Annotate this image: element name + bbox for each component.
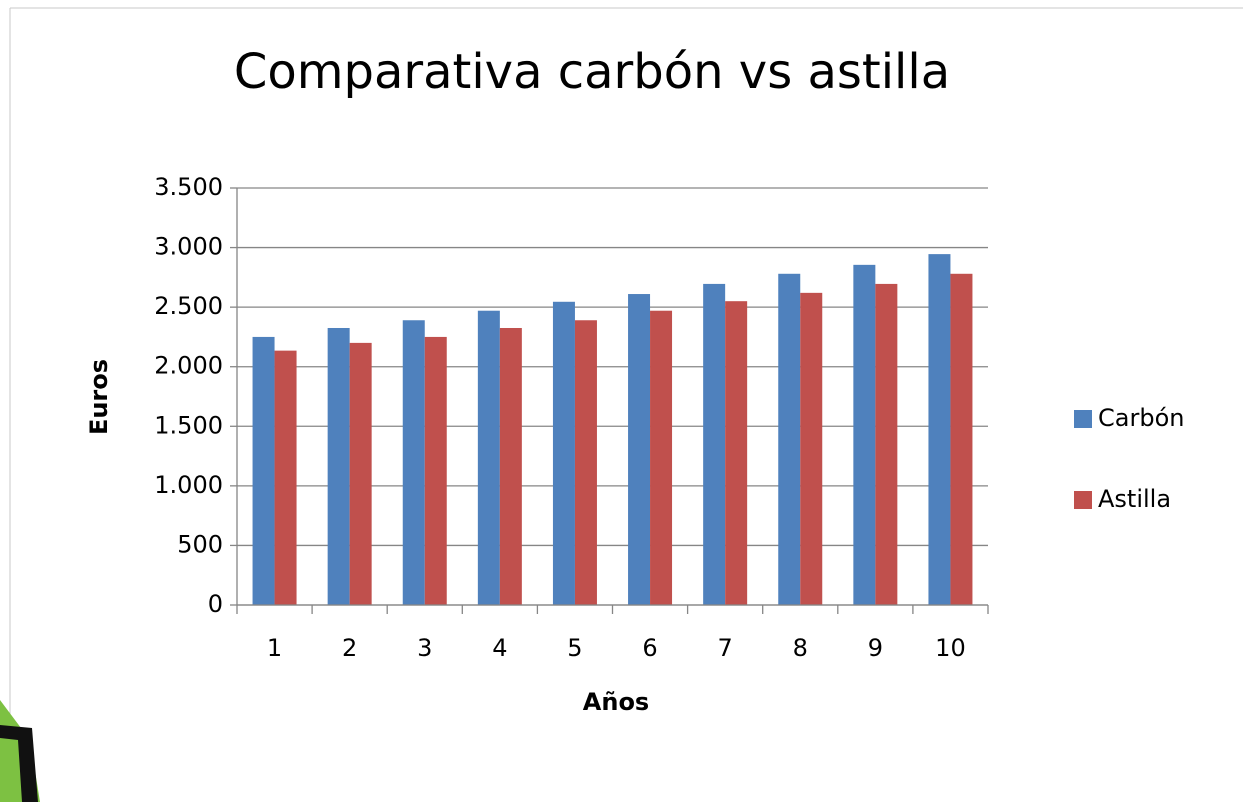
bar <box>853 264 876 605</box>
legend-label: Astilla <box>1098 485 1171 513</box>
x-tick-label: 5 <box>567 634 582 662</box>
y-tick-label: 500 <box>177 530 223 558</box>
bar <box>252 336 275 605</box>
legend-label: Carbón <box>1098 404 1184 432</box>
bar <box>650 310 673 605</box>
y-tick-label: 0 <box>208 590 223 618</box>
x-tick-label: 3 <box>417 634 432 662</box>
bar <box>628 294 651 605</box>
bar <box>875 283 898 605</box>
legend-swatch <box>1074 410 1092 428</box>
bar <box>477 310 500 605</box>
y-tick-label: 1.000 <box>154 471 223 499</box>
bar <box>327 327 350 605</box>
y-axis-label: Euros <box>85 359 113 435</box>
x-tick-label: 1 <box>267 634 282 662</box>
bar <box>424 336 447 605</box>
bar <box>778 273 801 605</box>
x-tick-label: 8 <box>793 634 808 662</box>
bar <box>574 320 597 605</box>
x-tick-label: 2 <box>342 634 357 662</box>
x-axis-label: Años <box>583 688 649 716</box>
bar <box>402 320 425 605</box>
bar <box>274 350 297 605</box>
x-tick-label: 9 <box>868 634 883 662</box>
y-tick-label: 1.500 <box>154 411 223 439</box>
decoration <box>0 725 38 802</box>
y-tick-label: 3.000 <box>154 233 223 261</box>
y-tick-label: 2.500 <box>154 292 223 320</box>
bar <box>725 301 748 605</box>
x-tick-label: 10 <box>935 634 966 662</box>
bar <box>800 292 823 605</box>
bar <box>928 254 951 606</box>
chart-title: Comparativa carbón vs astilla <box>234 44 950 100</box>
bar <box>552 301 575 605</box>
bar <box>703 283 726 605</box>
bar <box>349 342 372 605</box>
bar <box>499 327 522 605</box>
y-tick-label: 3.500 <box>154 173 223 201</box>
x-tick-label: 7 <box>718 634 733 662</box>
bar <box>950 273 973 605</box>
x-tick-label: 4 <box>492 634 507 662</box>
y-tick-label: 2.000 <box>154 352 223 380</box>
x-tick-label: 6 <box>642 634 657 662</box>
legend-swatch <box>1074 491 1092 509</box>
